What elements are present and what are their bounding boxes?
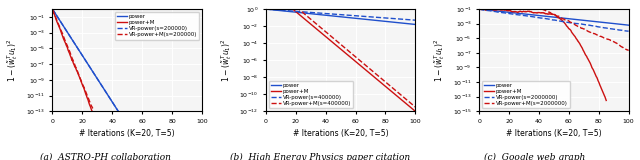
Legend: power, power+M, VR-power(s=200000), VR-power+M(s=200000): power, power+M, VR-power(s=200000), VR-p… bbox=[115, 12, 199, 40]
X-axis label: # Iterations (K=20, T=5): # Iterations (K=20, T=5) bbox=[292, 129, 388, 138]
Y-axis label: $1 - (\tilde{w}_t^T u_1)^2$: $1 - (\tilde{w}_t^T u_1)^2$ bbox=[432, 38, 447, 82]
Legend: power, power+M, VR-power(s=2000000), VR-power+M(s=2000000): power, power+M, VR-power(s=2000000), VR-… bbox=[482, 81, 570, 108]
X-axis label: # Iterations (K=20, T=5): # Iterations (K=20, T=5) bbox=[506, 129, 602, 138]
Text: (b)  High Energy Physics paper citation: (b) High Energy Physics paper citation bbox=[230, 153, 410, 160]
X-axis label: # Iterations (K=20, T=5): # Iterations (K=20, T=5) bbox=[79, 129, 175, 138]
Y-axis label: $1 - (\tilde{w}_t^T u_1)^2$: $1 - (\tilde{w}_t^T u_1)^2$ bbox=[219, 38, 234, 82]
Y-axis label: $1 - (\tilde{w}_t^T u_1)^2$: $1 - (\tilde{w}_t^T u_1)^2$ bbox=[6, 38, 20, 82]
Text: (a)  ASTRO-PH collaboration: (a) ASTRO-PH collaboration bbox=[40, 153, 171, 160]
Text: (c)  Google web graph: (c) Google web graph bbox=[484, 153, 585, 160]
Legend: power, power+M, VR-power(s=400000), VR-power+M(s=400000): power, power+M, VR-power(s=400000), VR-p… bbox=[269, 81, 353, 108]
